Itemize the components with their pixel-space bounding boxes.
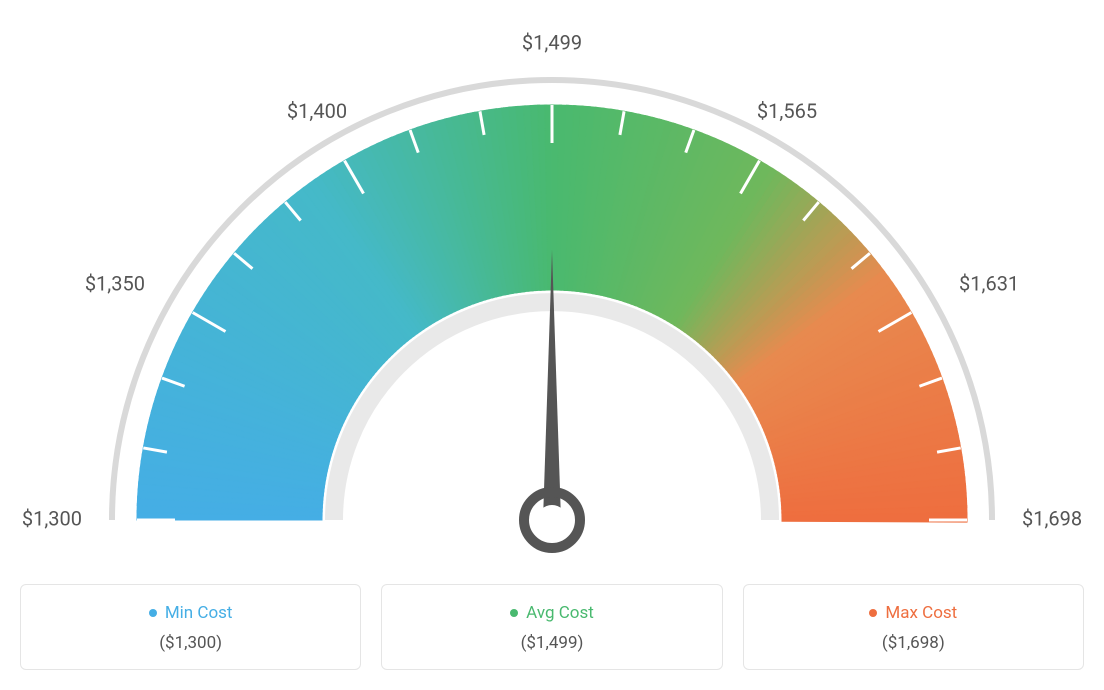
min-cost-card: Min Cost ($1,300) (20, 584, 361, 670)
avg-cost-card: Avg Cost ($1,499) (381, 584, 722, 670)
gauge-tick-label: $1,350 (85, 271, 145, 295)
legend-value: ($1,698) (882, 633, 945, 653)
legend-title: Min Cost (149, 603, 233, 623)
legend-dot-icon (149, 609, 157, 617)
legend-title: Max Cost (869, 603, 957, 623)
legend-title-text: Max Cost (885, 603, 957, 623)
legend-title-text: Avg Cost (526, 603, 594, 623)
legend-dot-icon (869, 609, 877, 617)
gauge-tick-label: $1,499 (522, 30, 582, 54)
gauge-tick-label: $1,631 (959, 271, 1019, 295)
legend-title: Avg Cost (510, 603, 594, 623)
legend-title-text: Min Cost (165, 603, 233, 623)
gauge-tick-label: $1,400 (287, 99, 347, 123)
legend-row: Min Cost ($1,300) Avg Cost ($1,499) Max Cost… (20, 584, 1084, 670)
gauge-tick-label: $1,300 (22, 506, 82, 530)
max-cost-card: Max Cost ($1,698) (743, 584, 1084, 670)
gauge-svg: $1,300 $1,350 $1,400 $1,499 $1,565 $1,631 $1,6… (20, 20, 1084, 560)
cost-gauge-chart: $1,300 $1,350 $1,400 $1,499 $1,565 $1,631 $1,6… (20, 20, 1084, 560)
gauge-tick-label: $1,565 (757, 99, 817, 123)
legend-value: ($1,499) (521, 633, 584, 653)
legend-dot-icon (510, 609, 518, 617)
gauge-tick-label: $1,698 (1022, 506, 1082, 530)
legend-value: ($1,300) (159, 633, 222, 653)
